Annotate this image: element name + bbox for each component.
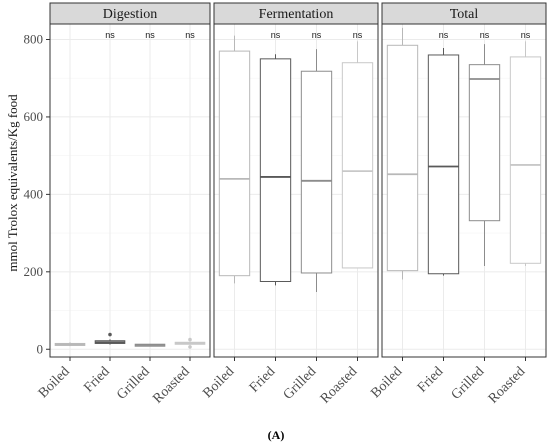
panel-border <box>381 23 547 358</box>
significance-label: ns <box>480 30 490 40</box>
significance-label: ns <box>439 30 449 40</box>
significance-label: ns <box>105 30 115 40</box>
box-total-roasted <box>509 41 542 267</box>
significance-label: ns <box>145 30 155 40</box>
x-tick-label: Grilled <box>449 364 488 403</box>
box-iqr <box>427 54 460 275</box>
panel-border <box>213 23 379 358</box>
facet-title: Total <box>450 7 479 22</box>
x-tick-label: Fried <box>247 364 279 396</box>
outlier-point <box>108 332 112 337</box>
x-tick-label: Roasted <box>486 364 529 407</box>
x-tick-label: Fried <box>415 364 447 396</box>
significance-label: ns <box>271 30 281 40</box>
x-tick-label: Roasted <box>150 364 193 407</box>
y-tick-label: 0 <box>37 341 44 356</box>
panel-border <box>49 23 211 358</box>
x-tick-label: Boiled <box>36 364 73 401</box>
x-tick-label: Boiled <box>200 364 237 401</box>
y-tick-label: 600 <box>24 109 44 124</box>
y-tick-label: 800 <box>24 31 44 46</box>
box-digestion-fried <box>94 332 126 345</box>
facet-panels: 0 200 400 600 800 Digestion Boiled ns Fried ns Gri… <box>24 2 547 407</box>
box-iqr <box>218 50 251 277</box>
figure-caption: (A) <box>268 428 285 442</box>
facet-title: Digestion <box>103 7 157 22</box>
facet-title: Fermentation <box>259 7 334 22</box>
significance-label: ns <box>521 30 531 40</box>
significance-label: ns <box>353 30 363 40</box>
box-iqr <box>509 56 542 264</box>
box-fermentation-grilled <box>300 49 333 292</box>
panel-background <box>50 24 210 357</box>
box-fermentation-boiled <box>218 35 251 284</box>
significance-label: ns <box>312 30 322 40</box>
box-total-grilled <box>468 44 501 267</box>
box-total-boiled <box>386 27 419 280</box>
x-tick-label: Boiled <box>368 364 405 401</box>
box-iqr <box>468 64 501 222</box>
x-tick-label: Fried <box>81 364 113 396</box>
x-tick-label: Grilled <box>281 364 320 403</box>
box-iqr <box>386 44 419 272</box>
box-fermentation-fried <box>259 54 292 286</box>
outlier-point <box>188 337 192 342</box>
y-tick-label: 400 <box>24 186 44 201</box>
box-iqr <box>300 70 333 274</box>
y-axis-label: mmol Trolox equivalents/Kg food <box>5 94 20 272</box>
y-tick-label: 200 <box>24 264 44 279</box>
outlier-point <box>188 345 192 349</box>
box-iqr <box>259 58 292 282</box>
box-digestion-roasted <box>174 337 206 349</box>
significance-label: ns <box>185 30 195 40</box>
x-tick-label: Grilled <box>114 364 153 403</box>
box-digestion-grilled <box>134 343 166 347</box>
facet-panel-fermentation: Fermentation Boiled ns Fried ns Grilled ns Roas… <box>200 2 379 407</box>
box-fermentation-roasted <box>341 41 374 269</box>
facet-panel-total: Total Boiled ns Fried ns Grilled ns Roasted <box>368 2 547 407</box>
x-tick-label: Roasted <box>318 364 361 407</box>
facet-panel-digestion: Digestion Boiled ns Fried ns Grilled ns Roasted <box>36 2 211 407</box>
box-total-fried <box>427 48 460 276</box>
box-digestion-boiled <box>54 342 86 347</box>
box-iqr <box>341 62 374 269</box>
